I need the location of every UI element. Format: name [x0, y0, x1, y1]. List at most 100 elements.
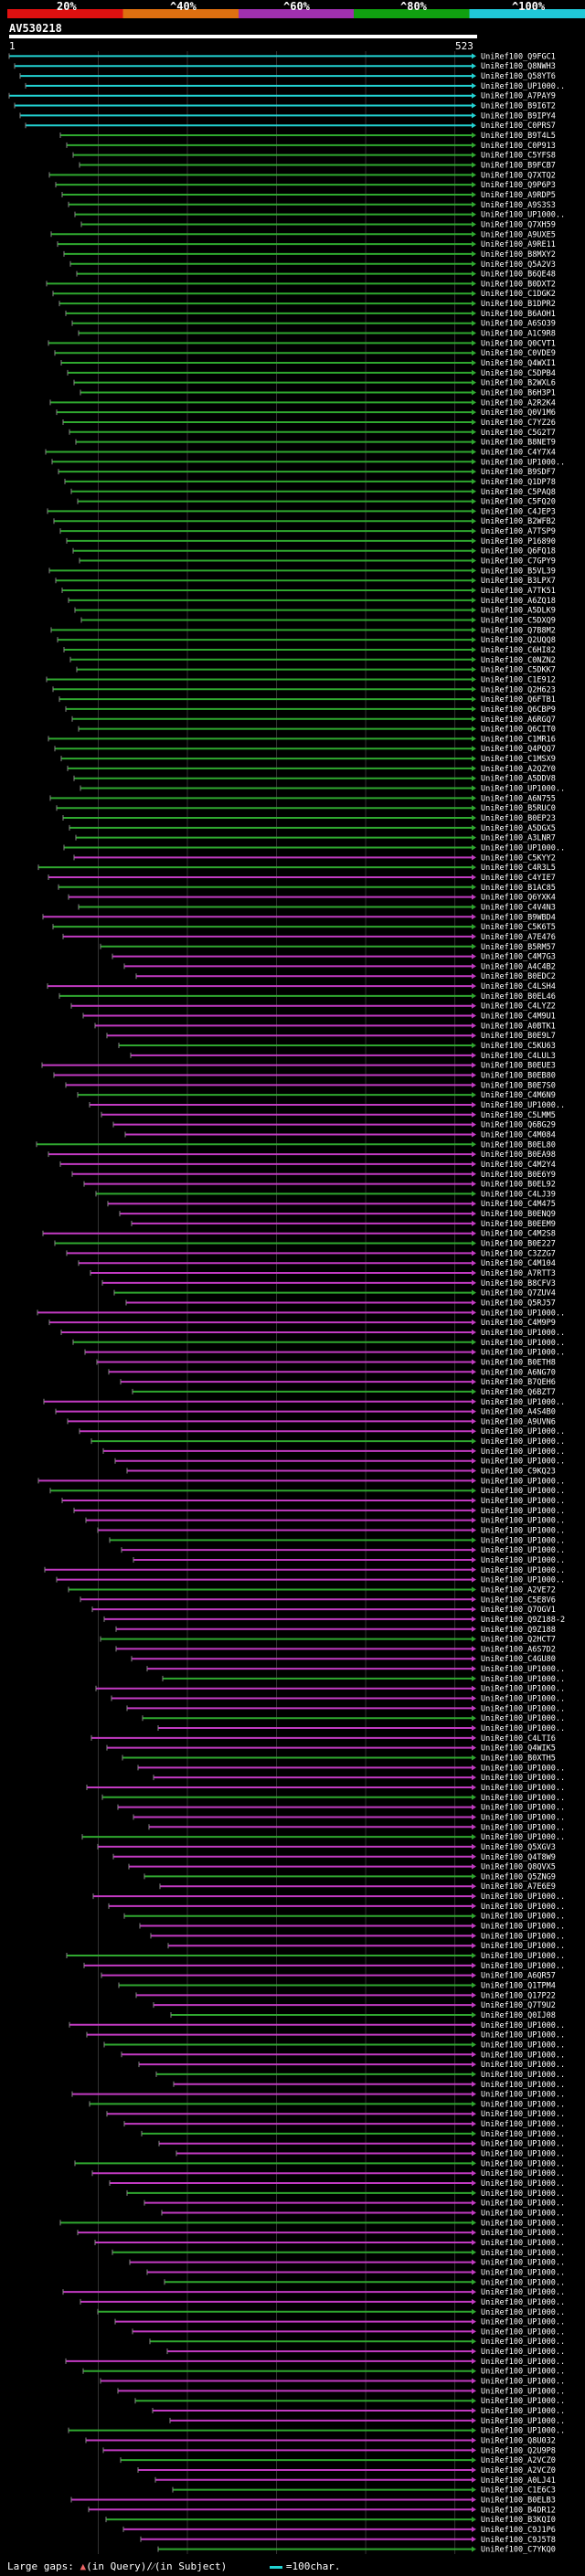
hit-label[interactable]: UniRef100_C5LMM5 [481, 1111, 556, 1120]
hit-label[interactable]: UniRef100_UP1000.. [481, 2298, 565, 2307]
hit-label[interactable]: UniRef100_C1E6C3 [481, 2486, 556, 2496]
hit-label[interactable]: UniRef100_B9IPY4 [481, 111, 556, 121]
hit-label[interactable]: UniRef100_C4M6N9 [481, 1091, 556, 1100]
hit-label[interactable]: UniRef100_UP1000.. [481, 2130, 565, 2139]
hit-label[interactable]: UniRef100_A9UXE5 [481, 230, 556, 239]
hit-label[interactable]: UniRef100_C4LYZ2 [481, 1002, 556, 1012]
hit-label[interactable]: UniRef100_UP1000.. [481, 1527, 565, 1536]
hit-label[interactable]: UniRef100_B0E227 [481, 1240, 556, 1249]
hit-label[interactable]: UniRef100_A9RDP5 [481, 191, 556, 200]
hit-label[interactable]: UniRef100_UP1000.. [481, 2061, 565, 2070]
hit-label[interactable]: UniRef100_C1DGK2 [481, 290, 556, 299]
hit-label[interactable]: UniRef100_C9J5T8 [481, 2536, 556, 2545]
hit-label[interactable]: UniRef100_C4M2S8 [481, 1230, 556, 1239]
hit-label[interactable]: UniRef100_UP1000.. [481, 1804, 565, 1813]
hit-label[interactable]: UniRef100_UP1000.. [481, 1962, 565, 1971]
hit-label[interactable]: UniRef100_UP1000.. [481, 2249, 565, 2258]
hit-label[interactable]: UniRef100_UP1000.. [481, 1497, 565, 1506]
hit-label[interactable]: UniRef100_UP1000.. [481, 2110, 565, 2119]
hit-label[interactable]: UniRef100_Q1TPM4 [481, 1982, 556, 1991]
hit-label[interactable]: UniRef100_Q2U9P8 [481, 2446, 556, 2455]
hit-label[interactable]: UniRef100_UP1000.. [481, 2140, 565, 2149]
hit-label[interactable]: UniRef100_UP1000.. [481, 2041, 565, 2050]
hit-label[interactable]: UniRef100_B0ENQ9 [481, 1210, 556, 1219]
hit-label[interactable]: UniRef100_B6AOH1 [481, 310, 556, 319]
hit-label[interactable]: UniRef100_UP1000.. [481, 2368, 565, 2377]
hit-label[interactable]: UniRef100_UP1000.. [481, 1487, 565, 1496]
hit-label[interactable]: UniRef100_C7YZ26 [481, 419, 556, 428]
hit-label[interactable]: UniRef100_Q7OGV1 [481, 1606, 556, 1615]
hit-label[interactable]: UniRef100_Q6CIT0 [481, 726, 556, 735]
hit-label[interactable]: UniRef100_Q0V1M6 [481, 408, 556, 418]
hit-label[interactable]: UniRef100_C0NZN2 [481, 656, 556, 665]
hit-label[interactable]: UniRef100_B0ETH8 [481, 1358, 556, 1367]
hit-label[interactable]: UniRef100_B9T4L5 [481, 132, 556, 141]
hit-label[interactable]: UniRef100_UP1000.. [481, 1675, 565, 1684]
hit-label[interactable]: UniRef100_B0EB80 [481, 1072, 556, 1081]
hit-label[interactable]: UniRef100_UP1000.. [481, 1517, 565, 1526]
hit-label[interactable]: UniRef100_C1MSX9 [481, 755, 556, 764]
hit-label[interactable]: UniRef100_B0EDC2 [481, 972, 556, 981]
hit-label[interactable]: UniRef100_A6S7D2 [481, 1645, 556, 1654]
hit-label[interactable]: UniRef100_UP1000.. [481, 2407, 565, 2416]
hit-label[interactable]: UniRef100_C4R3L5 [481, 864, 556, 873]
hit-label[interactable]: UniRef100_UP1000.. [481, 2327, 565, 2337]
hit-label[interactable]: UniRef100_A5DLK9 [481, 607, 556, 616]
hit-label[interactable]: UniRef100_A0BTK1 [481, 1022, 556, 1031]
hit-label[interactable]: UniRef100_UP1000.. [481, 1101, 565, 1110]
hit-label[interactable]: UniRef100_Q7ZUV4 [481, 1289, 556, 1299]
hit-label[interactable]: UniRef100_Q8QVX5 [481, 1863, 556, 1872]
hit-label[interactable]: UniRef100_UP1000.. [481, 2417, 565, 2426]
hit-label[interactable]: UniRef100_UP1000.. [481, 1724, 565, 1733]
hit-label[interactable]: UniRef100_A4S4B0 [481, 1408, 556, 1417]
hit-label[interactable]: UniRef100_A7TK51 [481, 587, 556, 596]
hit-label[interactable]: UniRef100_UP1000.. [481, 1576, 565, 1585]
hit-label[interactable]: UniRef100_B1DPR2 [481, 300, 556, 309]
hit-label[interactable]: UniRef100_C5FQ20 [481, 498, 556, 507]
hit-label[interactable]: UniRef100_B8NET9 [481, 439, 556, 448]
hit-label[interactable]: UniRef100_C4M9U1 [481, 1012, 556, 1022]
hit-label[interactable]: UniRef100_C9KQ23 [481, 1468, 556, 1477]
hit-label[interactable]: UniRef100_B9FCB7 [481, 162, 556, 171]
hit-label[interactable]: UniRef100_UP1000.. [481, 2051, 565, 2060]
hit-label[interactable]: UniRef100_UP1000.. [481, 1349, 565, 1358]
hit-label[interactable]: UniRef100_UP1000.. [481, 1685, 565, 1694]
hit-label[interactable]: UniRef100_B0EA98 [481, 1150, 556, 1160]
hit-label[interactable]: UniRef100_B6QE48 [481, 270, 556, 280]
hit-label[interactable]: UniRef100_C5PAQ8 [481, 488, 556, 497]
hit-label[interactable]: UniRef100_C7YKQ0 [481, 2546, 556, 2555]
hit-label[interactable]: UniRef100_UP1000.. [481, 2387, 565, 2396]
hit-label[interactable]: UniRef100_Q9P6P3 [481, 181, 556, 190]
hit-label[interactable]: UniRef100_B8CFV3 [481, 1279, 556, 1288]
hit-label[interactable]: UniRef100_UP1000.. [481, 2348, 565, 2357]
hit-label[interactable]: UniRef100_C4M104 [481, 1259, 556, 1268]
hit-label[interactable]: UniRef100_B9WBD4 [481, 913, 556, 922]
hit-label[interactable]: UniRef100_C4LUL3 [481, 1052, 556, 1061]
hit-label[interactable]: UniRef100_Q7XH59 [481, 220, 556, 229]
hit-label[interactable]: UniRef100_UP1000.. [481, 2308, 565, 2317]
hit-label[interactable]: UniRef100_C7GPY9 [481, 557, 556, 567]
hit-label[interactable]: UniRef100_UP1000.. [481, 1507, 565, 1516]
hit-label[interactable]: UniRef100_C5KYY2 [481, 853, 556, 863]
hit-label[interactable]: UniRef100_A6NG70 [481, 1368, 556, 1377]
hit-label[interactable]: UniRef100_B0DXT2 [481, 280, 556, 289]
hit-label[interactable]: UniRef100_UP1000.. [481, 1942, 565, 1951]
hit-label[interactable]: UniRef100_B0E6Y9 [481, 1171, 556, 1180]
hit-label[interactable]: UniRef100_C5E8V6 [481, 1595, 556, 1605]
hit-label[interactable]: UniRef100_B0EEM9 [481, 1220, 556, 1229]
hit-label[interactable]: UniRef100_A9S3S3 [481, 201, 556, 210]
hit-label[interactable]: UniRef100_C4M9P9 [481, 1319, 556, 1328]
hit-label[interactable]: UniRef100_Q6FTB1 [481, 695, 556, 705]
hit-label[interactable]: UniRef100_UP1000.. [481, 1923, 565, 1932]
hit-label[interactable]: UniRef100_A1C9R8 [481, 330, 556, 339]
hit-label[interactable]: UniRef100_A7RTT3 [481, 1269, 556, 1278]
hit-label[interactable]: UniRef100_C4LJ39 [481, 1190, 556, 1199]
hit-label[interactable]: UniRef100_Q6BG29 [481, 1121, 556, 1130]
hit-label[interactable]: UniRef100_UP1000.. [481, 1665, 565, 1674]
hit-label[interactable]: UniRef100_B7QEH6 [481, 1378, 556, 1387]
hit-label[interactable]: UniRef100_UP1000.. [481, 1309, 565, 1318]
hit-label[interactable]: UniRef100_UP1000.. [481, 2229, 565, 2238]
hit-label[interactable]: UniRef100_C4M475 [481, 1200, 556, 1209]
hit-label[interactable]: UniRef100_Q6CBP9 [481, 705, 556, 715]
hit-label[interactable]: UniRef100_C4GU80 [481, 1655, 556, 1664]
